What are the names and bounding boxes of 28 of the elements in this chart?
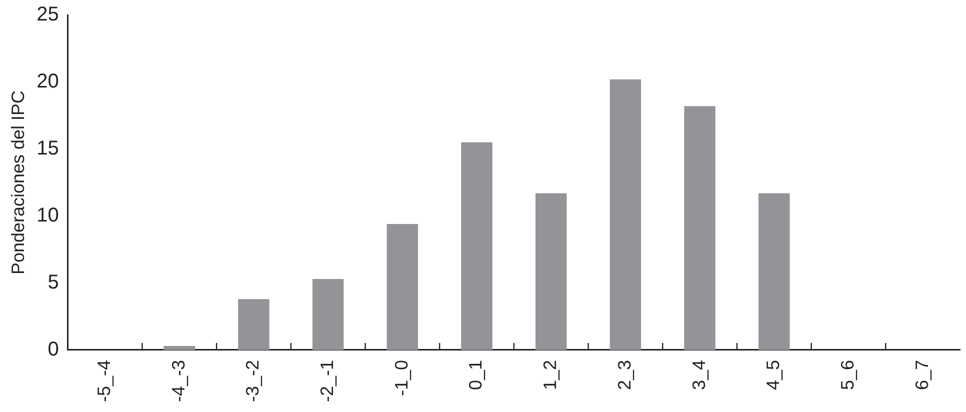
- y-tick-label: 10: [36, 204, 59, 227]
- bar: [535, 193, 567, 350]
- bar: [238, 299, 270, 350]
- x-tick-label: 5_6: [837, 360, 858, 390]
- x-tick-label: 0_1: [466, 360, 486, 390]
- x-tick-label: -1_0: [391, 360, 412, 396]
- bar: [164, 346, 195, 350]
- y-tick-label: 25: [36, 4, 59, 26]
- y-axis-title: Ponderaciones del IPC: [8, 90, 28, 275]
- bar: [758, 193, 790, 350]
- x-tick-label: -2_-1: [317, 360, 338, 402]
- x-tick-label: 6_7: [912, 360, 932, 390]
- x-tick-label: 3_4: [688, 360, 709, 390]
- bar: [610, 79, 642, 350]
- bar: [461, 142, 492, 350]
- x-tick-label: 4_5: [763, 360, 784, 390]
- bar: [386, 224, 418, 350]
- x-tick-label: -4_-3: [168, 360, 188, 402]
- y-tick-label: 0: [48, 338, 59, 360]
- y-tick-label: 20: [36, 70, 59, 93]
- y-tick-label: 15: [36, 138, 59, 160]
- x-tick-label: -3_-2: [242, 360, 263, 402]
- bar: [684, 106, 716, 350]
- x-tick-label: -5_-4: [94, 360, 114, 402]
- x-tick-label: 2_3: [614, 360, 634, 390]
- x-tick-label: 1_2: [540, 360, 560, 390]
- y-tick-label: 5: [48, 272, 59, 294]
- bar: [312, 278, 344, 350]
